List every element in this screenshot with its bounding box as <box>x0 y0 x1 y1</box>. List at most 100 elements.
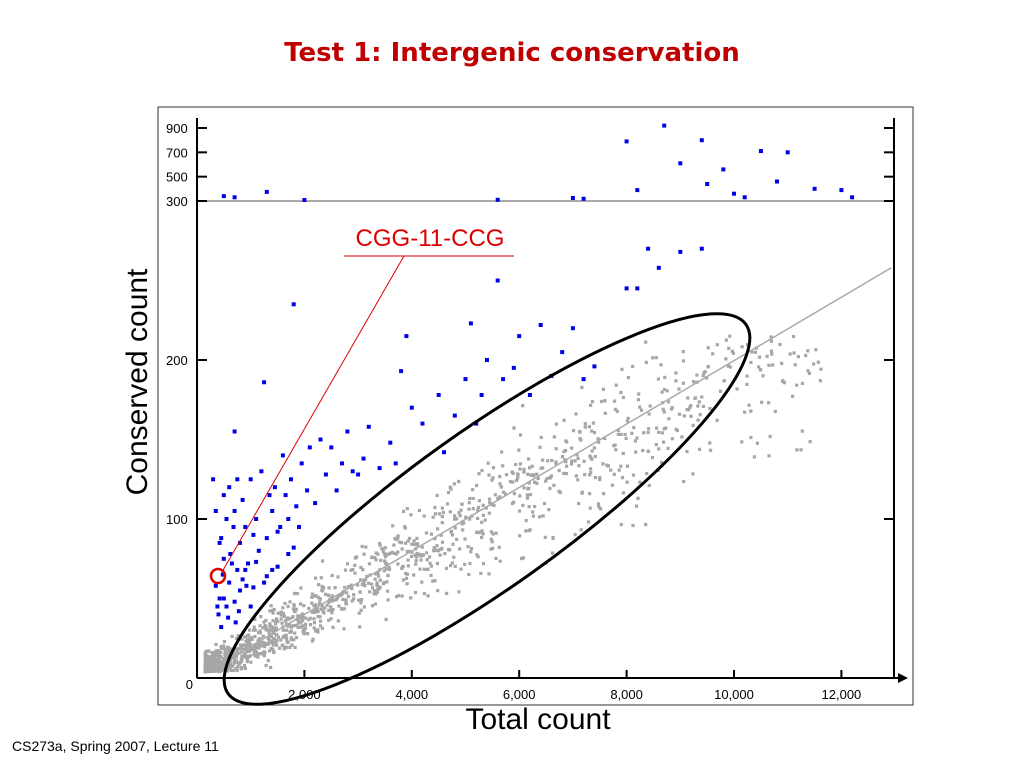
background-point <box>564 439 568 443</box>
x-tick-label: 10,000 <box>714 687 754 702</box>
background-point <box>819 367 823 371</box>
background-point <box>279 617 283 621</box>
background-point <box>268 639 272 643</box>
significant-point <box>313 501 318 506</box>
background-point <box>207 661 211 665</box>
background-point <box>476 505 481 509</box>
background-point <box>226 645 230 649</box>
background-point <box>632 426 636 430</box>
background-point <box>360 544 364 548</box>
background-point <box>380 547 384 551</box>
background-point <box>616 432 620 436</box>
background-point <box>637 392 641 396</box>
background-point <box>521 556 525 560</box>
background-point <box>597 505 601 509</box>
background-point <box>268 622 272 626</box>
background-point <box>388 551 392 555</box>
background-point <box>284 645 288 649</box>
background-point <box>793 363 797 367</box>
background-point <box>446 548 451 552</box>
background-point <box>263 624 267 628</box>
background-point <box>302 627 306 631</box>
background-point <box>583 422 587 426</box>
background-point <box>240 666 244 670</box>
background-point <box>312 617 316 621</box>
background-point <box>385 580 389 584</box>
background-point <box>293 610 297 614</box>
background-point <box>755 441 759 445</box>
background-point <box>207 663 211 668</box>
background-point <box>638 405 642 409</box>
background-point <box>206 657 210 661</box>
background-point <box>599 507 603 511</box>
background-point <box>321 559 325 563</box>
background-point <box>538 445 542 449</box>
significant-point <box>345 429 350 434</box>
background-point <box>662 440 666 444</box>
background-point <box>554 447 558 451</box>
background-point <box>221 668 225 672</box>
background-point <box>529 473 533 477</box>
background-point <box>620 367 624 371</box>
background-point <box>619 464 623 468</box>
significant-point <box>264 574 269 579</box>
significant-point <box>275 564 280 569</box>
background-point <box>367 581 371 585</box>
background-point <box>728 334 732 338</box>
background-point <box>589 455 593 460</box>
background-point <box>457 511 461 515</box>
background-point <box>359 565 363 570</box>
background-point <box>241 643 246 647</box>
background-point <box>444 566 449 570</box>
background-point <box>749 409 753 413</box>
background-point <box>795 448 799 452</box>
background-point <box>346 585 351 589</box>
background-point <box>767 454 771 458</box>
background-point <box>429 532 433 536</box>
background-point <box>381 582 385 586</box>
background-point <box>577 501 581 506</box>
background-point <box>769 349 774 353</box>
background-point <box>323 592 328 596</box>
background-point <box>210 654 214 658</box>
background-point <box>231 668 235 672</box>
background-point <box>246 640 251 644</box>
background-point <box>597 440 601 444</box>
background-point <box>327 586 331 590</box>
background-point <box>646 449 650 453</box>
background-point <box>800 381 805 385</box>
background-point <box>422 567 426 571</box>
background-point <box>218 655 222 660</box>
background-point <box>406 539 410 543</box>
background-point <box>381 549 385 554</box>
background-point <box>715 418 719 422</box>
background-point <box>747 403 751 407</box>
background-point <box>421 553 425 557</box>
background-point <box>400 566 404 571</box>
background-point <box>359 598 364 602</box>
background-point <box>400 547 404 551</box>
background-point <box>245 634 249 638</box>
background-point <box>400 594 404 598</box>
background-point <box>214 661 218 665</box>
background-point <box>599 399 603 404</box>
background-point <box>353 571 357 575</box>
background-point <box>409 554 414 558</box>
background-point <box>670 437 674 441</box>
background-point <box>254 644 259 648</box>
background-point <box>312 621 317 625</box>
background-point <box>289 630 293 634</box>
background-point <box>590 449 594 453</box>
background-point <box>440 540 445 544</box>
background-point <box>619 391 623 395</box>
background-point <box>518 534 522 538</box>
significant-point <box>517 334 522 339</box>
background-point <box>745 382 749 386</box>
background-point <box>692 380 696 384</box>
background-point <box>536 476 540 481</box>
background-point <box>412 539 416 543</box>
background-point <box>232 656 236 661</box>
background-point <box>526 487 530 491</box>
background-point <box>549 474 553 478</box>
background-point <box>296 625 300 629</box>
